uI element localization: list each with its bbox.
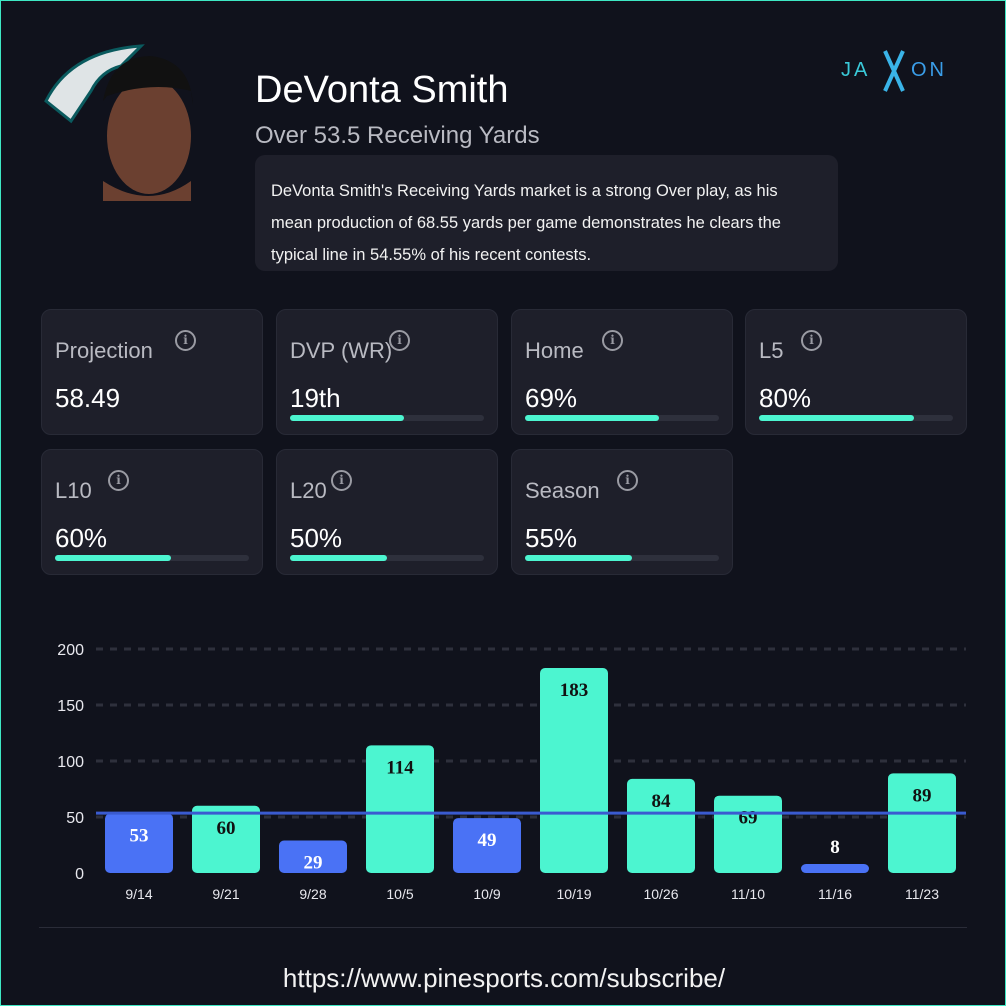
x-tick-label: 9/28 (299, 886, 326, 902)
progress-bar (290, 415, 484, 421)
stat-label: L10 (55, 478, 92, 503)
stat-label: L5 (759, 338, 784, 363)
bar-value-label: 8 (830, 837, 840, 858)
bar-9/21 (192, 805, 260, 873)
stat-label: Season (525, 478, 600, 503)
x-tick-label: 11/16 (818, 886, 852, 902)
x-tick-label: 10/5 (386, 886, 413, 902)
stat-card-l5: L5 i 80% (745, 309, 967, 435)
stat-label: Projection (55, 338, 153, 363)
progress-fill (55, 555, 172, 561)
progress-fill (759, 415, 915, 421)
stat-value: 58.49 (55, 383, 121, 413)
stat-value: 69% (525, 383, 578, 413)
stat-card-projection: Projection i 58.49 (41, 309, 263, 435)
info-icon[interactable]: i (617, 470, 638, 491)
x-tick-label: 11/10 (731, 886, 765, 902)
info-icon[interactable]: i (602, 330, 623, 351)
x-tick-label: 9/21 (212, 886, 239, 902)
progress-fill (525, 555, 632, 561)
bar-11/16 (801, 864, 869, 873)
eagles-logo-icon (44, 44, 145, 124)
bar-9/14 (105, 813, 173, 873)
y-tick-label: 50 (66, 810, 84, 827)
svg-text:ON: ON (911, 59, 947, 81)
x-tick-label: 11/23 (905, 886, 939, 902)
bar-value-label: 29 (304, 853, 323, 874)
progress-bar (759, 415, 953, 421)
info-icon[interactable]: i (801, 330, 822, 351)
bar-value-label: 49 (478, 830, 497, 851)
stat-card-season: Season i 55% (511, 449, 733, 575)
stat-label: DVP (WR) (290, 338, 393, 363)
bar-value-label: 114 (386, 757, 414, 778)
x-tick-label: 9/14 (125, 886, 152, 902)
bar-value-label: 84 (652, 791, 672, 812)
x-tick-label: 10/9 (473, 886, 500, 902)
stat-card-dvp-wr: DVP (WR) i 19th (276, 309, 498, 435)
stat-label: Home (525, 338, 584, 363)
progress-bar (525, 415, 719, 421)
player-avatar (41, 41, 211, 201)
bar-10/19 (540, 668, 608, 873)
analysis-text: DeVonta Smith's Receiving Yards market i… (255, 155, 838, 271)
bar-value-label: 69 (739, 808, 758, 829)
subscribe-link[interactable]: https://www.pinesports.com/subscribe/ (282, 963, 726, 993)
bar-11/23 (888, 773, 956, 873)
bar-10/5 (366, 745, 434, 873)
brand-logo: JA ON (841, 46, 961, 103)
y-tick-label: 0 (75, 866, 84, 883)
x-tick-label: 10/26 (643, 886, 678, 902)
stat-value: 50% (290, 523, 343, 553)
bar-value-label: 53 (130, 826, 149, 847)
stat-card-l10: L10 i 60% (41, 449, 263, 575)
player-name: DeVonta Smith (255, 69, 509, 111)
y-tick-label: 100 (57, 754, 84, 771)
bar-9/28 (279, 840, 347, 873)
market-label: Over 53.5 Receiving Yards (255, 122, 540, 149)
progress-fill (290, 415, 405, 421)
bar-value-label: 89 (913, 785, 932, 806)
y-tick-label: 200 (57, 642, 84, 659)
stat-card-home: Home i 69% (511, 309, 733, 435)
info-icon[interactable]: i (108, 470, 129, 491)
stat-value: 55% (525, 523, 578, 553)
bar-10/9 (453, 818, 521, 873)
bar-value-label: 60 (217, 818, 236, 839)
receiving-yards-chart: 0 50 100 150 200 53 9/14 60 9/21 29 9/28 114 10/5 49 1… (57, 642, 966, 902)
progress-fill (290, 555, 387, 561)
x-tick-label: 10/19 (556, 886, 591, 902)
progress-fill (525, 415, 659, 421)
stat-card-l20: L20 i 50% (276, 449, 498, 575)
stat-value: 19th (290, 383, 341, 413)
info-icon[interactable]: i (389, 330, 410, 351)
progress-bar (290, 555, 484, 561)
progress-bar (55, 555, 249, 561)
svg-text:JA: JA (841, 59, 870, 81)
info-icon[interactable]: i (331, 470, 352, 491)
progress-bar (525, 555, 719, 561)
bar-11/10 (714, 795, 782, 873)
bar-10/26 (627, 778, 695, 873)
y-tick-label: 150 (57, 698, 84, 715)
bar-value-label: 183 (560, 680, 589, 701)
stat-label: L20 (290, 478, 327, 503)
info-icon[interactable]: i (175, 330, 196, 351)
divider (39, 927, 967, 928)
stat-value: 60% (55, 523, 108, 553)
stat-value: 80% (759, 383, 812, 413)
